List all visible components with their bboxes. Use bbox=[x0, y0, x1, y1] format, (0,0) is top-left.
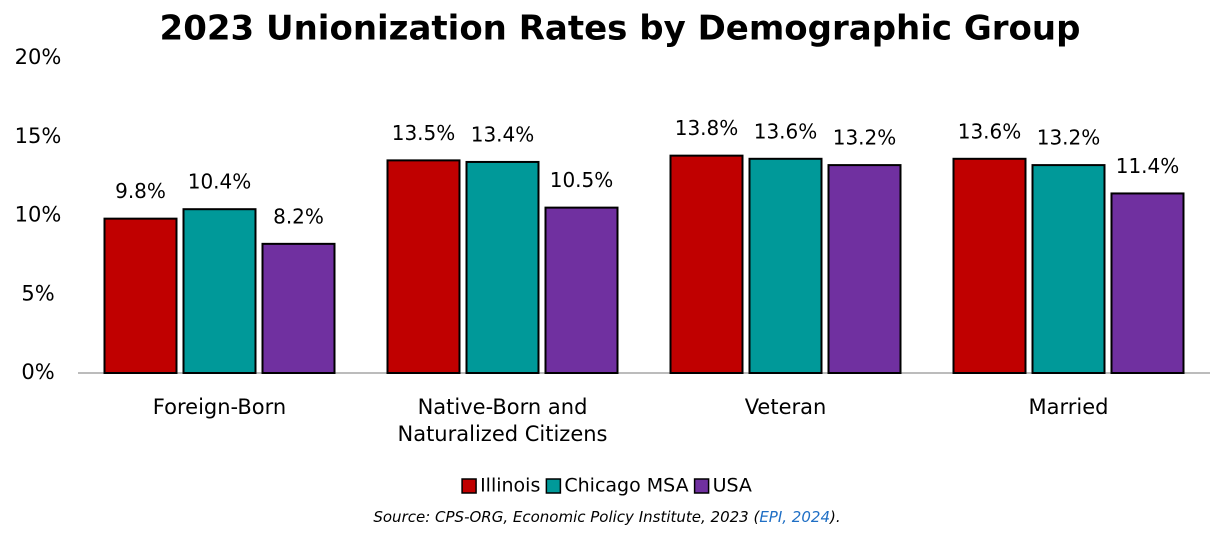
bar bbox=[748, 157, 823, 374]
y-tick-label: 5% bbox=[21, 281, 54, 305]
x-tick-label: Foreign-Born bbox=[152, 395, 287, 419]
bar bbox=[669, 154, 744, 374]
legend-label: Chicago MSA bbox=[564, 475, 688, 497]
y-tick-label: 15% bbox=[15, 124, 62, 148]
bar bbox=[261, 242, 336, 374]
legend-label: USA bbox=[713, 475, 752, 497]
source-note: Source: CPS-ORG, Economic Policy Institu… bbox=[0, 508, 1214, 526]
data-label: 13.5% bbox=[392, 121, 456, 145]
legend-swatch bbox=[461, 478, 477, 494]
source-text: Source: CPS-ORG, Economic Policy Institu… bbox=[373, 508, 760, 526]
y-tick-label: 0% bbox=[21, 360, 54, 384]
chart-title: 2023 Unionization Rates by Demographic G… bbox=[160, 9, 1081, 49]
data-label: 11.4% bbox=[1116, 154, 1180, 178]
bar bbox=[827, 164, 902, 374]
data-label: 8.2% bbox=[273, 204, 324, 228]
x-tick-label: Married bbox=[1028, 395, 1109, 419]
bar bbox=[1031, 164, 1106, 374]
bar bbox=[182, 208, 257, 374]
source-text: ). bbox=[830, 508, 841, 526]
data-label: 13.4% bbox=[471, 122, 535, 146]
data-label: 13.2% bbox=[1037, 126, 1101, 150]
source-link[interactable]: EPI, 2024 bbox=[759, 508, 830, 526]
x-tick-label: Native-Born and Naturalized Citizens bbox=[397, 395, 608, 446]
legend-swatch bbox=[693, 478, 710, 494]
data-label: 13.8% bbox=[675, 116, 739, 140]
bar bbox=[952, 157, 1027, 374]
data-label: 13.2% bbox=[833, 126, 897, 150]
data-label: 10.5% bbox=[550, 168, 614, 192]
bar bbox=[544, 206, 619, 374]
legend-label: Illinois bbox=[480, 475, 540, 497]
y-tick-label: 10% bbox=[15, 203, 62, 227]
data-label: 10.4% bbox=[188, 170, 252, 194]
data-label: 13.6% bbox=[754, 119, 818, 143]
bar bbox=[103, 217, 178, 374]
bar bbox=[386, 159, 461, 374]
bar bbox=[465, 160, 540, 374]
bar bbox=[1110, 192, 1185, 374]
data-label: 13.6% bbox=[958, 119, 1022, 143]
x-tick-label: Veteran bbox=[744, 395, 827, 419]
legend-swatch bbox=[545, 478, 562, 494]
data-label: 9.8% bbox=[115, 179, 166, 203]
y-tick-label: 20% bbox=[15, 45, 62, 69]
